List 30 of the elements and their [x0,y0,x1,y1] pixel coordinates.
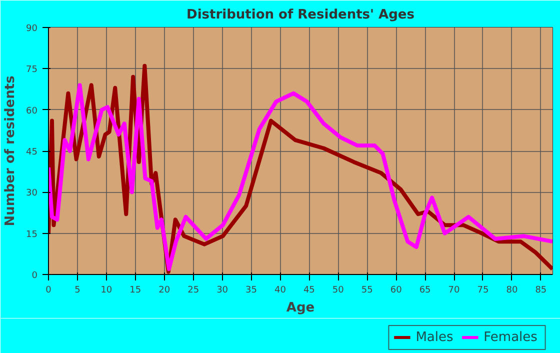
x-tick-label: 15 [130,286,142,296]
x-tick-label: 45 [303,286,315,296]
legend-label: Males [416,330,454,345]
y-tick-label: 15 [26,230,38,240]
y-tick-label: 75 [26,65,38,76]
x-tick-label: 20 [158,286,170,296]
x-tick-label: 35 [246,286,257,296]
x-tick-label: 70 [448,286,460,296]
x-tick-label: 40 [274,286,286,296]
x-tick-label: 55 [361,286,373,296]
y-tick-label: 60 [26,106,38,116]
legend-label: Females [484,330,538,345]
y-axis-title: Number of residents [3,75,18,226]
y-tick-label: 45 [26,148,38,158]
x-tick-label: 0 [46,286,52,296]
x-tick-label: 50 [332,286,344,296]
x-tick-label: 25 [188,286,200,296]
y-tick-label: 0 [32,271,38,281]
x-tick-label: 65 [419,286,431,296]
x-axis-title: Age [286,300,315,316]
x-tick-label: 10 [100,286,112,296]
x-tick-label: 60 [390,286,402,296]
y-tick-label: 90 [26,24,38,34]
y-tick-label: 30 [26,188,38,199]
x-tick-label: 30 [216,286,228,296]
x-tick-label: 85 [535,286,547,296]
x-tick-label: 5 [74,286,80,296]
chart-title: Distribution of Residents' Ages [186,8,415,22]
x-tick-label: 80 [506,286,518,296]
x-tick-label: 75 [477,286,489,296]
